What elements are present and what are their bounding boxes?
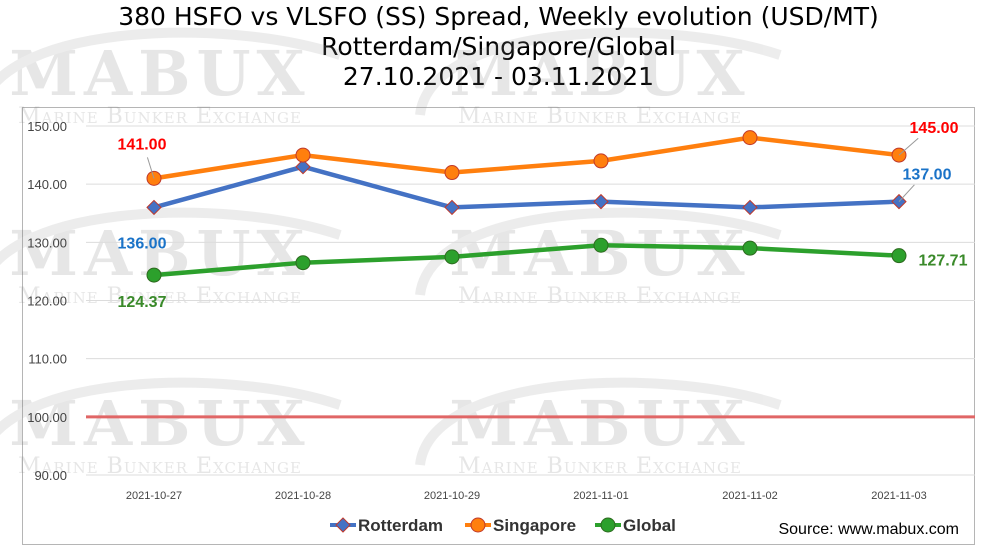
legend-marker: [600, 517, 616, 533]
data-label-global: 124.37: [118, 294, 167, 311]
data-label-leader: [898, 184, 915, 202]
y-tick-label: 110.00: [28, 352, 67, 367]
legend-item-rotterdam: Rotterdam: [330, 516, 443, 535]
watermark-subtitle: Marine Bunker Exchange: [18, 284, 302, 309]
watermark-logo: MABUX: [449, 387, 750, 460]
data-label-leader: [898, 137, 919, 156]
data-point-rotterdam: [146, 199, 162, 216]
x-tick-label: 2021-11-02: [722, 490, 777, 502]
legend-marker: [470, 517, 486, 533]
data-point-global: [146, 267, 162, 283]
watermark-subtitle: Marine Bunker Exchange: [458, 284, 742, 309]
legend-label: Rotterdam: [358, 516, 443, 535]
series-line-global: [153, 242, 900, 278]
watermark-swoosh: [0, 207, 342, 266]
watermark-swoosh: [0, 27, 342, 86]
data-label-singapore: 145.00: [910, 120, 959, 137]
y-tick-label: 90.00: [34, 468, 67, 483]
watermark-swoosh: [415, 207, 782, 296]
data-point-rotterdam: [593, 193, 609, 210]
data-label-leader: [146, 157, 155, 179]
x-tick-label: 2021-10-28: [275, 490, 331, 502]
data-point-global: [742, 240, 758, 256]
data-point-singapore: [593, 153, 609, 169]
y-tick-label: 150.00: [27, 119, 67, 134]
legend-item-singapore: Singapore: [465, 516, 576, 535]
x-tick-label: 2021-11-03: [871, 490, 926, 502]
data-point-rotterdam: [295, 159, 311, 175]
data-label-singapore: 141.00: [118, 136, 167, 153]
data-point-singapore: [444, 165, 460, 181]
data-point-singapore: [742, 130, 758, 146]
data-point-rotterdam: [742, 199, 758, 216]
watermark-logo: MABUX: [449, 37, 750, 110]
data-label-rotterdam: 136.00: [118, 235, 167, 252]
data-point-global: [295, 255, 311, 271]
chart-title-line-2: Rotterdam/Singapore/Global: [321, 32, 676, 61]
y-tick-label: 130.00: [27, 235, 67, 250]
watermark-logo: MABUX: [9, 387, 310, 460]
chart-title: 380 HSFO vs VLSFO (SS) Spread, Weekly ev…: [0, 2, 997, 92]
legend-item-global: Global: [595, 516, 676, 535]
watermark-subtitle: Marine Bunker Exchange: [18, 104, 302, 129]
watermark-swoosh: [415, 27, 782, 116]
series-line-singapore: [153, 135, 900, 181]
chart-title-line-1: 380 HSFO vs VLSFO (SS) Spread, Weekly ev…: [118, 2, 879, 31]
x-tick-label: 2021-10-27: [126, 490, 182, 502]
watermark-swoosh: [0, 377, 342, 436]
watermark-subtitle: Marine Bunker Exchange: [458, 104, 742, 129]
data-point-singapore: [295, 147, 311, 163]
data-point-global: [593, 237, 609, 253]
chart-frame: [22, 107, 975, 545]
y-tick-label: 120.00: [27, 294, 67, 309]
legend-label: Singapore: [493, 516, 576, 535]
watermark-logo: MABUX: [9, 37, 310, 110]
series-line-rotterdam: [153, 164, 900, 210]
x-tick-label: 2021-10-29: [424, 490, 480, 502]
legend-label: Global: [623, 516, 676, 535]
data-point-global: [891, 248, 907, 264]
data-point-rotterdam: [444, 199, 460, 216]
data-label-global: 127.71: [919, 253, 968, 270]
legend-marker: [335, 517, 351, 533]
y-tick-label: 100.00: [27, 410, 67, 425]
source-note: Source: www.mabux.com: [778, 521, 959, 538]
chart-title-line-3: 27.10.2021 - 03.11.2021: [342, 62, 655, 91]
watermark-swoosh: [415, 377, 782, 466]
y-tick-label: 140.00: [27, 177, 67, 192]
data-point-global: [444, 249, 460, 265]
data-label-rotterdam: 137.00: [903, 167, 952, 184]
x-tick-label: 2021-11-01: [573, 490, 628, 502]
